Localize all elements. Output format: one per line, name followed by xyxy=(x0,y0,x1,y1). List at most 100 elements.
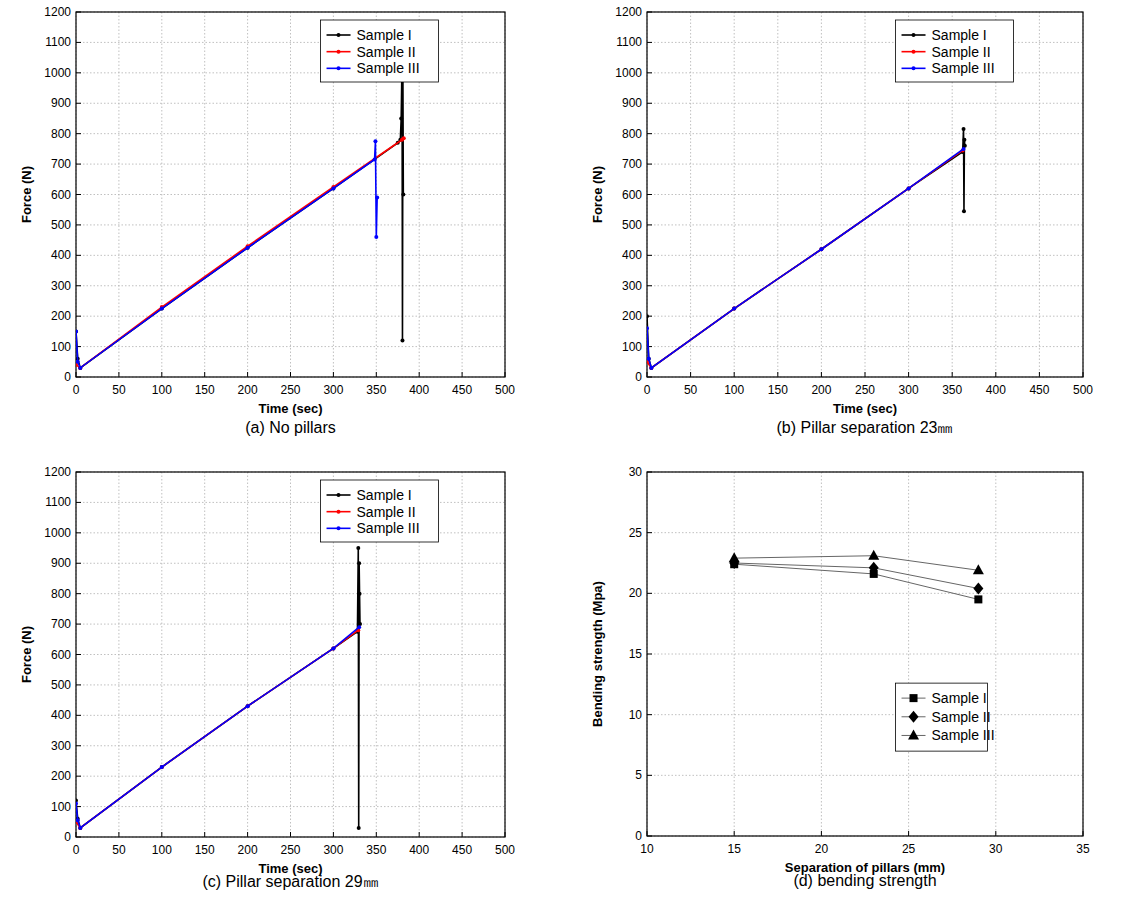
tick-mark xyxy=(777,372,778,377)
data-point xyxy=(246,704,250,708)
series-line xyxy=(647,149,964,368)
tick-label: 200 xyxy=(238,843,258,857)
tick-label: 600 xyxy=(51,188,71,202)
grid-line xyxy=(647,72,1083,73)
chart-panel: 0501001502002503003504004505000100200300… xyxy=(19,5,515,436)
grid-line xyxy=(76,72,505,73)
series-line xyxy=(734,563,978,588)
series-line xyxy=(734,556,978,571)
data-point xyxy=(907,186,911,190)
data-point xyxy=(357,625,361,629)
grid-line xyxy=(76,133,505,134)
grid-line xyxy=(76,806,505,807)
legend-box xyxy=(896,20,1014,82)
tick-mark xyxy=(462,832,463,837)
tick-mark xyxy=(76,776,81,777)
legend-label: Sample I xyxy=(357,27,412,43)
data-point xyxy=(973,582,983,594)
background xyxy=(0,0,1144,907)
tick-mark xyxy=(204,372,205,377)
tick-mark xyxy=(376,832,377,837)
tick-mark xyxy=(647,654,652,655)
data-point xyxy=(78,826,82,830)
grid-line xyxy=(76,563,505,564)
tick-mark xyxy=(419,832,420,837)
grid-line xyxy=(76,593,505,594)
grid-line xyxy=(647,775,1083,776)
tick-mark xyxy=(952,372,953,377)
data-point xyxy=(732,307,736,311)
tick-label: 100 xyxy=(152,383,172,397)
data-point xyxy=(819,247,823,251)
tick-mark xyxy=(995,831,996,836)
tick-mark xyxy=(76,224,81,225)
data-point xyxy=(647,357,651,361)
series-line xyxy=(76,627,359,828)
tick-mark xyxy=(76,133,81,134)
tick-label: 300 xyxy=(51,739,71,753)
tick-label: 15 xyxy=(728,842,742,856)
legend-marker xyxy=(337,526,341,530)
tick-mark xyxy=(76,563,81,564)
plot-frame xyxy=(647,472,1083,836)
grid-line xyxy=(76,654,505,655)
grid-line xyxy=(647,224,1083,225)
legend-marker xyxy=(337,66,341,70)
data-point xyxy=(400,339,404,343)
data-point xyxy=(76,818,80,822)
data-point xyxy=(732,307,736,311)
grid-line xyxy=(76,164,505,165)
tick-label: 1100 xyxy=(45,35,71,49)
tick-label: 400 xyxy=(51,708,71,722)
data-point xyxy=(246,704,250,708)
data-point xyxy=(78,366,82,370)
tick-mark xyxy=(647,164,652,165)
data-point xyxy=(374,235,378,239)
tick-mark xyxy=(333,832,334,837)
data-point xyxy=(160,765,164,769)
x-axis-label: Time (sec) xyxy=(833,401,897,416)
data-point xyxy=(160,765,164,769)
x-axis-label: Time (sec) xyxy=(258,401,322,416)
data-point xyxy=(962,147,966,151)
data-point xyxy=(649,366,653,370)
tick-label: 1200 xyxy=(44,5,71,19)
tick-label: 15 xyxy=(629,647,643,661)
grid-line xyxy=(647,532,1083,533)
legend-label: Sample III xyxy=(932,60,995,76)
tick-label: 500 xyxy=(1073,383,1093,397)
legend: Sample ISample IISample III xyxy=(321,20,439,82)
series-line xyxy=(76,548,360,828)
grid-line xyxy=(76,715,505,716)
tick-label: 300 xyxy=(51,279,71,293)
tick-label: 200 xyxy=(51,769,71,783)
tick-mark xyxy=(647,194,652,195)
data-point xyxy=(962,127,966,131)
legend-marker xyxy=(912,33,916,37)
tick-label: 500 xyxy=(495,383,515,397)
data-point xyxy=(78,826,82,830)
tick-label: 450 xyxy=(1029,383,1049,397)
grid-line xyxy=(647,255,1083,256)
tick-mark xyxy=(76,42,81,43)
data-point xyxy=(246,246,250,250)
tick-label: 30 xyxy=(989,842,1003,856)
tick-label: 100 xyxy=(724,383,744,397)
tick-mark xyxy=(647,775,652,776)
tick-label: 450 xyxy=(452,843,472,857)
grid-line xyxy=(76,776,505,777)
tick-label: 500 xyxy=(51,218,71,232)
tick-label: 0 xyxy=(64,370,71,384)
series-line xyxy=(76,138,404,368)
tick-label: 200 xyxy=(811,383,831,397)
plot-frame xyxy=(647,12,1083,377)
tick-mark xyxy=(908,831,909,836)
tick-label: 100 xyxy=(51,340,71,354)
tick-mark xyxy=(76,684,81,685)
tick-label: 700 xyxy=(51,157,71,171)
data-point xyxy=(78,366,82,370)
tick-mark xyxy=(76,103,81,104)
grid-line xyxy=(76,103,505,104)
tick-mark xyxy=(419,372,420,377)
tick-mark xyxy=(995,372,996,377)
